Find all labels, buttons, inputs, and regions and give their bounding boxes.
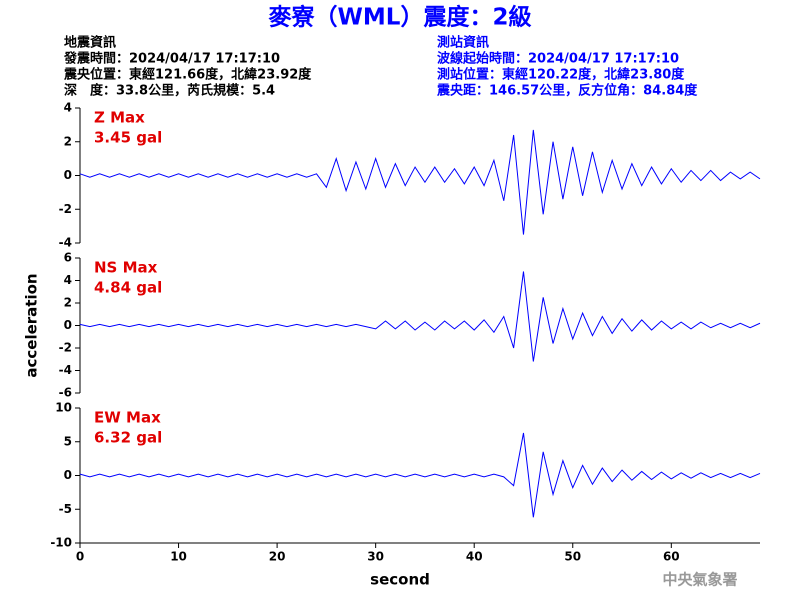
- x-tick-label: 40: [466, 550, 483, 564]
- y-tick-label: 0: [64, 318, 72, 332]
- y-tick-label: -2: [59, 341, 72, 355]
- annotation: 3.45 gal: [94, 129, 162, 147]
- x-axis-label: second: [370, 571, 430, 589]
- x-tick-label: 50: [564, 550, 581, 564]
- footer: 中央氣象署: [662, 571, 737, 589]
- waveform: [79, 129, 761, 235]
- y-tick-label: 0: [64, 168, 72, 182]
- x-tick-label: 30: [367, 550, 384, 564]
- x-tick-label: 60: [663, 550, 680, 564]
- info-right: 波線起始時間：2024/04/17 17:17:10: [437, 51, 679, 67]
- y-tick-label: -4: [59, 363, 72, 377]
- y-tick-label: -10: [50, 536, 72, 550]
- y-tick-label: -6: [59, 386, 72, 400]
- info-left: 震央位置：東經121.66度，北緯23.92度: [63, 67, 312, 83]
- title: 麥寮（WML）震度：2級: [268, 4, 532, 31]
- y-tick-label: -2: [59, 202, 72, 216]
- annotation: 4.84 gal: [94, 279, 162, 297]
- y-tick-label: 5: [64, 434, 72, 448]
- info-left: 深 度：33.8公里，芮氏規模：5.4: [64, 83, 275, 99]
- waveform: [79, 432, 761, 518]
- y-tick-label: -4: [59, 236, 72, 250]
- annotation: 6.32 gal: [94, 429, 162, 447]
- annotation: Z Max: [94, 109, 145, 127]
- y-tick-label: 0: [64, 468, 72, 482]
- y-tick-label: -5: [59, 502, 72, 516]
- x-tick-label: 10: [170, 550, 187, 564]
- annotation: NS Max: [94, 259, 158, 277]
- y-tick-label: 2: [64, 134, 72, 148]
- info-right: 測站資訊: [437, 35, 489, 51]
- y-tick-label: 10: [55, 401, 72, 415]
- y-tick-label: 2: [64, 296, 72, 310]
- info-right: 震央距：146.57公里，反方位角：84.84度: [436, 83, 698, 99]
- x-tick-label: 0: [76, 550, 84, 564]
- info-left: 發震時間：2024/04/17 17:17:10: [63, 51, 280, 67]
- x-tick-label: 20: [269, 550, 286, 564]
- annotation: EW Max: [94, 409, 161, 427]
- info-left: 地震資訊: [64, 35, 116, 51]
- info-right: 測站位置：東經120.22度，北緯23.80度: [437, 67, 685, 83]
- y-axis-label: acceleration: [23, 273, 41, 377]
- y-tick-label: 6: [64, 251, 72, 265]
- y-tick-label: 4: [64, 273, 72, 287]
- waveform: [79, 271, 761, 362]
- y-tick-label: 4: [64, 101, 72, 115]
